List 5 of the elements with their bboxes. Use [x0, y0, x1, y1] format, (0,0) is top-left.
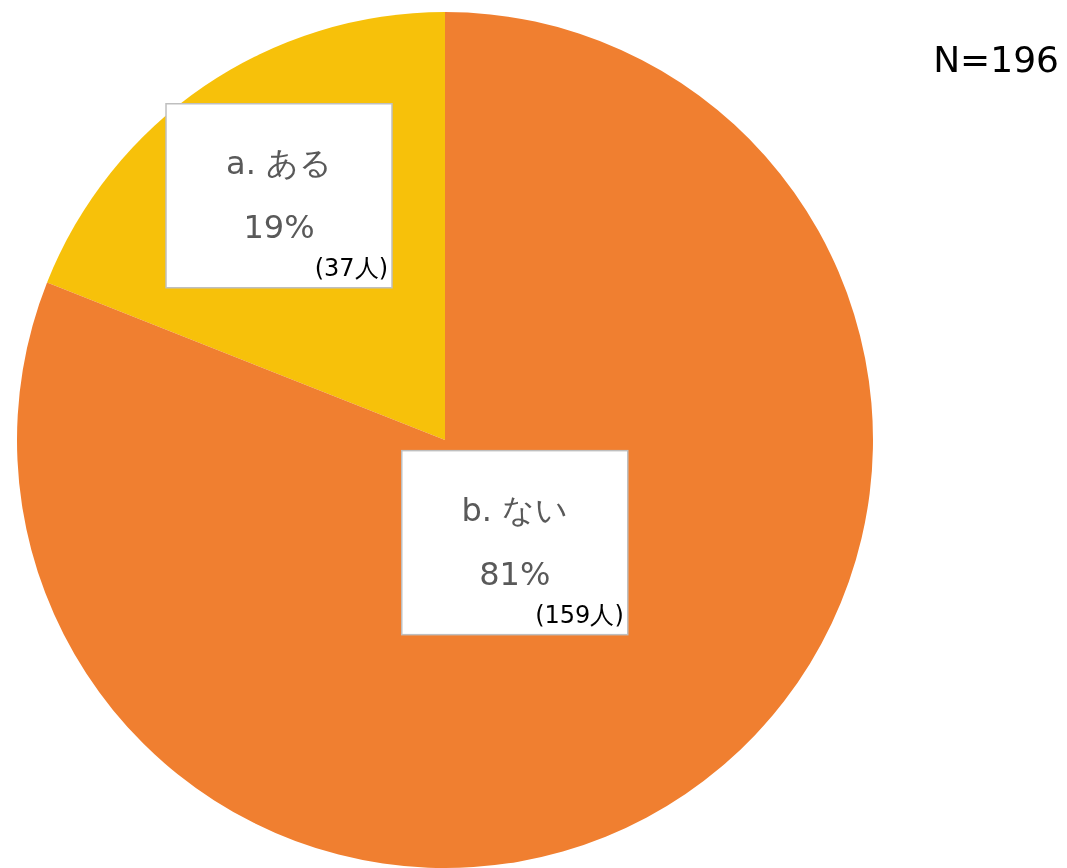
data-label: 19%: [243, 207, 315, 246]
text: N=196: [933, 39, 1059, 80]
slice-label: a. ある: [226, 143, 332, 182]
slice-label: b. ない: [461, 490, 569, 529]
data-label: 81%: [479, 554, 551, 593]
